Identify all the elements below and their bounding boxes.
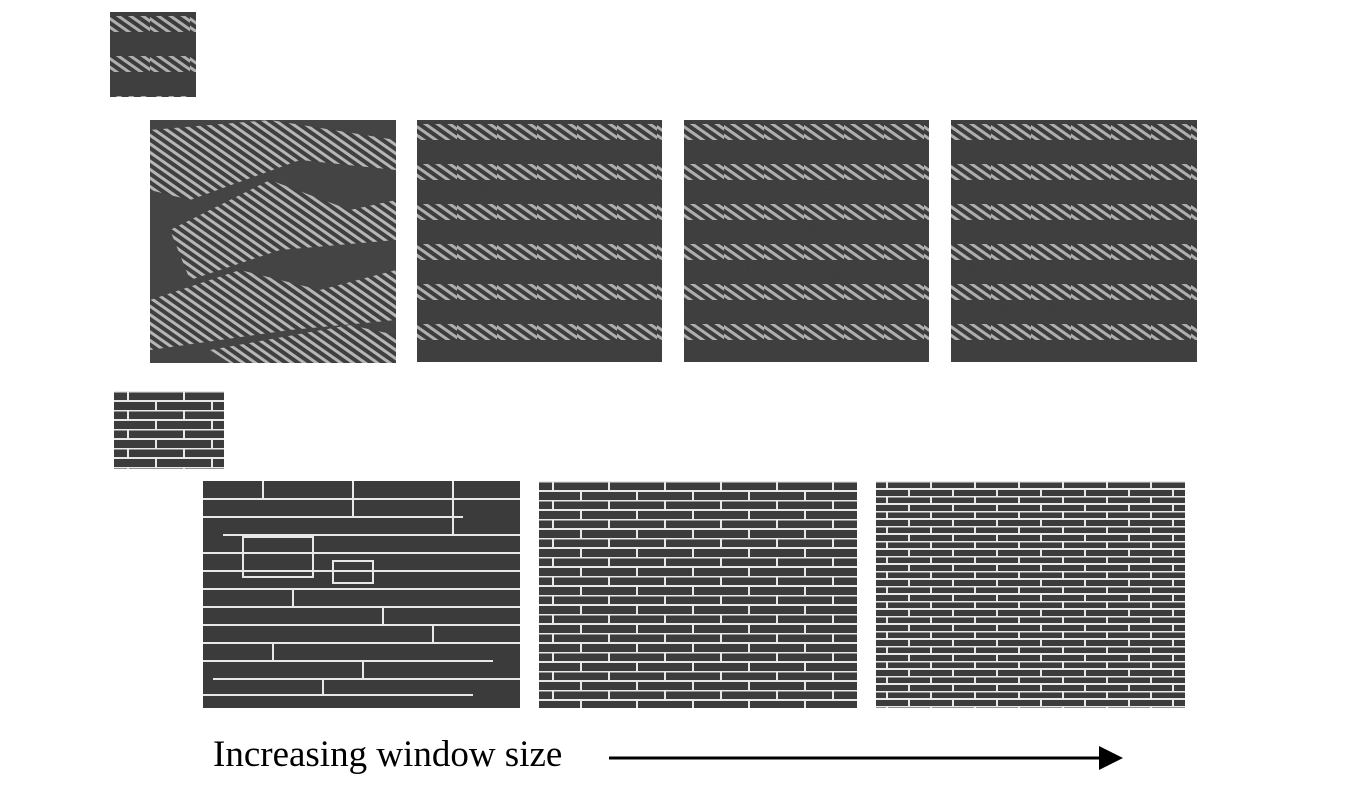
stripe-result-4 (951, 120, 1197, 362)
figure-caption: Increasing window size (213, 734, 563, 775)
brick-result-2 (539, 481, 857, 708)
right-arrow-icon (609, 746, 1123, 770)
brick-result-3 (876, 481, 1185, 708)
brick-sample (114, 391, 224, 469)
stripe-sample (110, 12, 196, 97)
stripe-result-1 (150, 120, 396, 363)
stripe-result-3 (684, 120, 929, 362)
stripe-result-2 (417, 120, 662, 362)
brick-result-1 (203, 481, 520, 708)
